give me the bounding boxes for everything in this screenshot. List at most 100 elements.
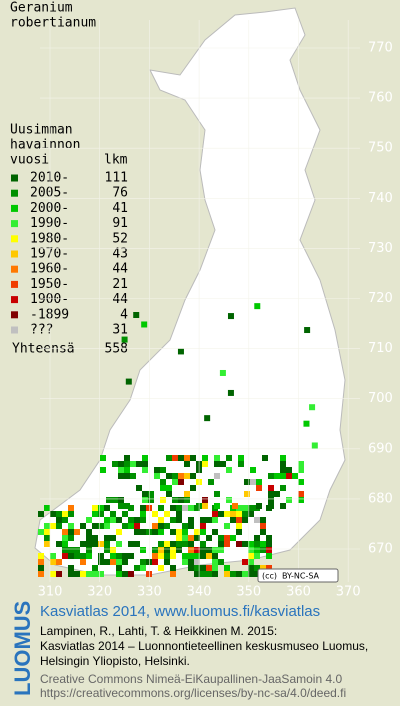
occurrence-square xyxy=(142,497,148,503)
occurrence-square xyxy=(224,523,230,529)
legend-label: 1900- xyxy=(30,292,69,307)
brand: LUOMUS xyxy=(10,601,35,696)
occurrence-square xyxy=(200,547,206,553)
license[interactable]: https://creativecommons.org/licenses/by-… xyxy=(40,686,346,700)
occurrence-square xyxy=(170,505,176,511)
occurrence-square xyxy=(268,503,274,509)
occurrence-square xyxy=(212,529,218,535)
occurrence-square xyxy=(236,523,242,529)
occurrence-square xyxy=(118,503,124,509)
legend-total-label: Yhteensä xyxy=(12,342,75,357)
occurrence-square xyxy=(124,455,130,461)
occurrence-square xyxy=(230,511,236,517)
occurrence-square xyxy=(188,505,194,511)
occurrence-square xyxy=(92,541,98,547)
occurrence-square xyxy=(110,547,116,553)
occurrence-square xyxy=(202,497,208,503)
occurrence-square xyxy=(286,467,292,473)
occurrence-square xyxy=(266,535,272,541)
occurrence-square xyxy=(50,559,56,565)
occurrence-square xyxy=(166,473,172,479)
legend-swatch xyxy=(11,280,18,288)
occurrence-square xyxy=(176,529,182,535)
occurrence-square xyxy=(68,571,74,577)
occurrence-square xyxy=(232,503,238,509)
legend-count: 52 xyxy=(112,231,128,246)
occurrence-square xyxy=(160,479,166,485)
occurrence-square xyxy=(200,541,206,547)
occurrence-square xyxy=(212,571,218,577)
occurrence-square xyxy=(166,455,172,461)
occurrence-square xyxy=(56,571,62,577)
occurrence-square xyxy=(260,541,266,547)
occurrence-square xyxy=(50,553,56,559)
legend-count: 111 xyxy=(105,171,128,186)
citation: Helsingin Yliopisto, Helsinki. xyxy=(40,654,190,668)
occurrence-square xyxy=(248,541,254,547)
x-grid-label: 330 xyxy=(137,585,162,600)
occurrence-square xyxy=(56,559,62,565)
occurrence-square xyxy=(200,523,206,529)
occurrence-square xyxy=(128,517,134,523)
y-grid-label: 710 xyxy=(368,341,393,356)
occurrence-square xyxy=(194,559,200,565)
y-grid-label: 760 xyxy=(368,91,393,106)
occurrence-square xyxy=(266,547,272,553)
occurrence-square xyxy=(248,547,254,553)
occurrence-square xyxy=(92,505,98,511)
occurrence-square xyxy=(122,511,128,517)
occurrence-square xyxy=(116,571,122,577)
occurrence-square xyxy=(62,511,68,517)
occurrence-square xyxy=(202,503,208,509)
occurrence-square xyxy=(170,565,176,571)
occurrence-square xyxy=(116,565,122,571)
occurrence-square xyxy=(136,485,142,491)
occurrence-square xyxy=(133,312,140,319)
occurrence-square xyxy=(298,467,304,473)
occurrence-square xyxy=(112,497,118,503)
occurrence-square xyxy=(206,547,212,553)
occurrence-square xyxy=(44,505,50,511)
legend-swatch xyxy=(11,265,18,273)
occurrence-square xyxy=(280,455,286,461)
occurrence-square xyxy=(38,571,44,577)
occurrence-square xyxy=(62,547,68,553)
occurrence-square xyxy=(230,571,236,577)
x-grid-label: 320 xyxy=(87,585,112,600)
occurrence-square xyxy=(146,571,152,577)
occurrence-square xyxy=(116,517,122,523)
y-grid-label: 700 xyxy=(368,391,393,406)
occurrence-square xyxy=(140,529,146,535)
occurrence-square xyxy=(124,473,130,479)
occurrence-square xyxy=(176,547,182,553)
occurrence-square xyxy=(188,535,194,541)
headline[interactable]: Kasviatlas 2014, www.luomus.fi/kasviatla… xyxy=(40,603,320,620)
occurrence-square xyxy=(176,517,182,523)
occurrence-square xyxy=(230,535,236,541)
occurrence-square xyxy=(200,529,206,535)
occurrence-square xyxy=(164,541,170,547)
occurrence-square xyxy=(220,461,226,467)
occurrence-square xyxy=(56,517,62,523)
occurrence-square xyxy=(200,565,206,571)
occurrence-square xyxy=(44,529,50,535)
occurrence-square xyxy=(140,505,146,511)
occurrence-square xyxy=(62,517,68,523)
occurrence-square xyxy=(268,497,274,503)
y-grid-label: 680 xyxy=(368,491,393,506)
occurrence-square xyxy=(244,491,250,497)
occurrence-square xyxy=(227,389,234,396)
legend-label: 2005- xyxy=(30,186,69,201)
legend-col: lkm xyxy=(104,153,128,168)
occurrence-square xyxy=(134,517,140,523)
legend-label: -1899 xyxy=(30,307,69,322)
occurrence-square xyxy=(118,497,124,503)
occurrence-square xyxy=(266,541,272,547)
occurrence-square xyxy=(104,541,110,547)
occurrence-square xyxy=(254,541,260,547)
occurrence-square xyxy=(140,511,146,517)
occurrence-square xyxy=(188,523,194,529)
occurrence-square xyxy=(260,565,266,571)
occurrence-square xyxy=(74,529,80,535)
occurrence-square xyxy=(164,523,170,529)
